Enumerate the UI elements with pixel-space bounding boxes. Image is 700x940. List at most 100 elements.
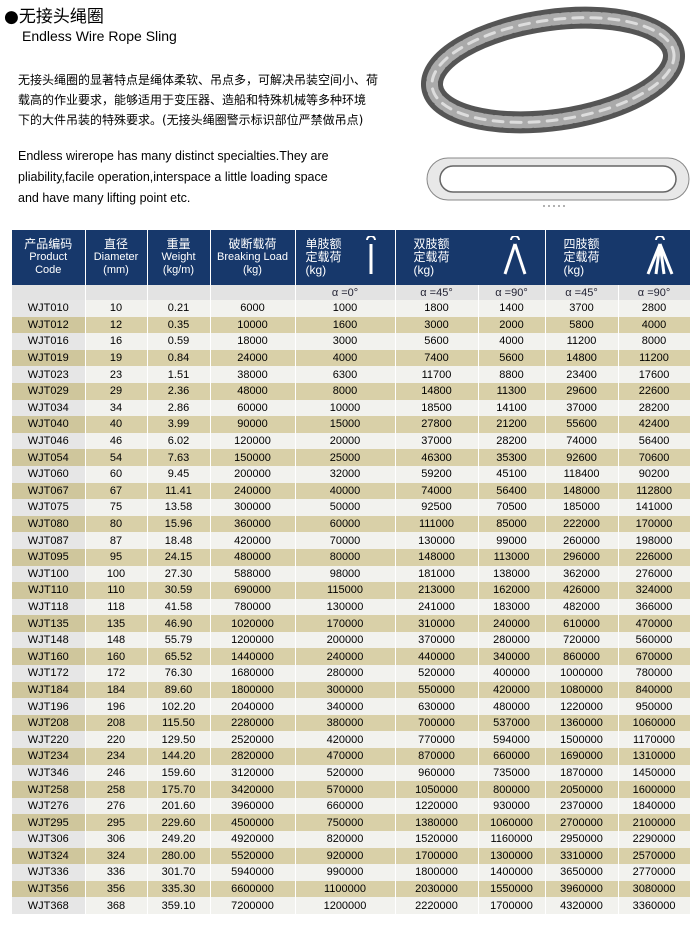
data-cell: WJT356	[12, 880, 86, 898]
data-cell: WJT295	[12, 814, 86, 831]
data-cell: 1300000	[478, 847, 546, 865]
data-cell: 2820000	[210, 748, 296, 765]
data-cell: 148000	[545, 482, 619, 500]
data-cell: 100	[85, 565, 148, 583]
data-cell: 1310000	[618, 748, 691, 765]
data-cell: 470000	[295, 748, 396, 765]
data-cell: 11700	[395, 366, 479, 383]
data-cell: 2030000	[395, 880, 479, 898]
data-cell: 2700000	[545, 814, 619, 831]
data-cell: 6300	[295, 366, 396, 383]
data-cell: 1220000	[545, 698, 619, 715]
data-cell: 420000	[478, 681, 546, 699]
data-cell: 246	[85, 764, 148, 782]
data-cell: 820000	[295, 831, 396, 848]
data-cell: 14800	[545, 349, 619, 367]
data-cell: 690000	[210, 582, 296, 599]
data-cell: 2570000	[618, 847, 691, 865]
data-cell: 780000	[618, 665, 691, 682]
data-cell: 420000	[295, 731, 396, 749]
data-cell: 0.59	[147, 333, 211, 350]
data-cell: 362000	[545, 565, 619, 583]
data-cell: 860000	[545, 648, 619, 666]
data-row: WJT075 75 13.58 300000 50000 92500 70500 185000…	[12, 499, 691, 516]
data-cell: WJT336	[12, 864, 86, 881]
data-cell: 74000	[545, 432, 619, 450]
data-cell: 241000	[395, 598, 479, 616]
data-cell: 3000	[295, 333, 396, 350]
data-cell: 610000	[545, 615, 619, 632]
data-cell: 92500	[395, 499, 479, 516]
data-cell: WJT110	[12, 582, 86, 599]
data-cell: 960000	[395, 764, 479, 782]
header-text: 单肢额 定载荷 (kg)	[296, 238, 395, 277]
data-cell: 324	[85, 847, 148, 865]
data-cell: 115.50	[147, 714, 211, 732]
data-cell: 3700	[545, 300, 619, 317]
data-cell: WJT234	[12, 748, 86, 765]
empty-cell	[147, 285, 211, 300]
header-line: (kg)	[243, 264, 262, 276]
data-cell: 3120000	[210, 764, 296, 782]
data-cell: 6600000	[210, 880, 296, 898]
data-cell: 98000	[295, 565, 396, 583]
data-row: WJT196 196 102.20 2040000 340000 630000 480000…	[12, 698, 691, 715]
data-cell: 300000	[210, 499, 296, 516]
data-cell: 480000	[478, 698, 546, 715]
data-cell: 1200000	[295, 897, 396, 914]
data-cell: 594000	[478, 731, 546, 749]
data-cell: 200000	[295, 631, 396, 649]
data-cell: 276	[85, 797, 148, 815]
data-cell: 95	[85, 548, 148, 566]
data-row: WJT368 368 359.10 7200000 1200000 2220000 1700…	[12, 897, 691, 914]
data-cell: 3960000	[210, 797, 296, 815]
data-cell: 356	[85, 880, 148, 898]
header-line: 四肢额	[563, 237, 600, 251]
data-cell: 295	[85, 814, 148, 831]
data-cell: 380000	[295, 714, 396, 732]
data-cell: 300000	[295, 681, 396, 699]
data-row: WJT034 34 2.86 60000 10000 18500 14100 37000 282…	[12, 399, 691, 417]
data-row: WJT110 110 30.59 690000 115000 213000 162000 42…	[12, 582, 691, 599]
data-cell: 8800	[478, 366, 546, 383]
data-cell: 92600	[545, 449, 619, 466]
data-cell: WJT016	[12, 333, 86, 350]
data-cell: 130000	[295, 598, 396, 616]
header-cell: 单肢额 定载荷 (kg)	[295, 230, 396, 285]
data-cell: 3360000	[618, 897, 691, 914]
data-cell: 32000	[295, 465, 396, 483]
data-cell: 5940000	[210, 864, 296, 881]
data-cell: WJT184	[12, 681, 86, 699]
angle-cell: α =90°	[478, 285, 546, 300]
data-row: WJT356 356 335.30 6600000 1100000 2030000 1550…	[12, 880, 691, 898]
data-row: WJT012 12 0.35 10000 1600 3000 2000 5800 4000	[12, 316, 691, 334]
data-cell: 18500	[395, 399, 479, 417]
data-cell: 7.63	[147, 449, 211, 466]
data-row: WJT023 23 1.51 38000 6300 11700 8800 23400 17600	[12, 366, 691, 383]
data-cell: 1380000	[395, 814, 479, 831]
data-cell: 19	[85, 349, 148, 367]
data-cell: 138000	[478, 565, 546, 583]
data-cell: 80000	[295, 548, 396, 566]
data-cell: 170000	[618, 515, 691, 533]
data-cell: 2000	[478, 316, 546, 334]
data-cell: 115000	[295, 582, 396, 599]
data-cell: 5800	[545, 316, 619, 334]
header-line: 直径	[103, 237, 128, 251]
data-cell: WJT368	[12, 897, 86, 914]
data-cell: 1060000	[618, 714, 691, 732]
header-line: (kg)	[413, 263, 435, 277]
data-cell: 324000	[618, 582, 691, 599]
data-cell: 480000	[210, 548, 296, 566]
data-cell: 48000	[210, 382, 296, 400]
data-row: WJT016 16 0.59 18000 3000 5600 4000 11200 8000	[12, 333, 691, 350]
data-cell: 23400	[545, 366, 619, 383]
data-cell: 148	[85, 631, 148, 649]
data-cell: WJT054	[12, 449, 86, 466]
data-cell: 12	[85, 316, 148, 334]
data-cell: 8000	[295, 382, 396, 400]
data-cell: 1800000	[395, 864, 479, 881]
data-cell: 1220000	[395, 797, 479, 815]
data-cell: 360000	[210, 515, 296, 533]
data-cell: 201.60	[147, 797, 211, 815]
